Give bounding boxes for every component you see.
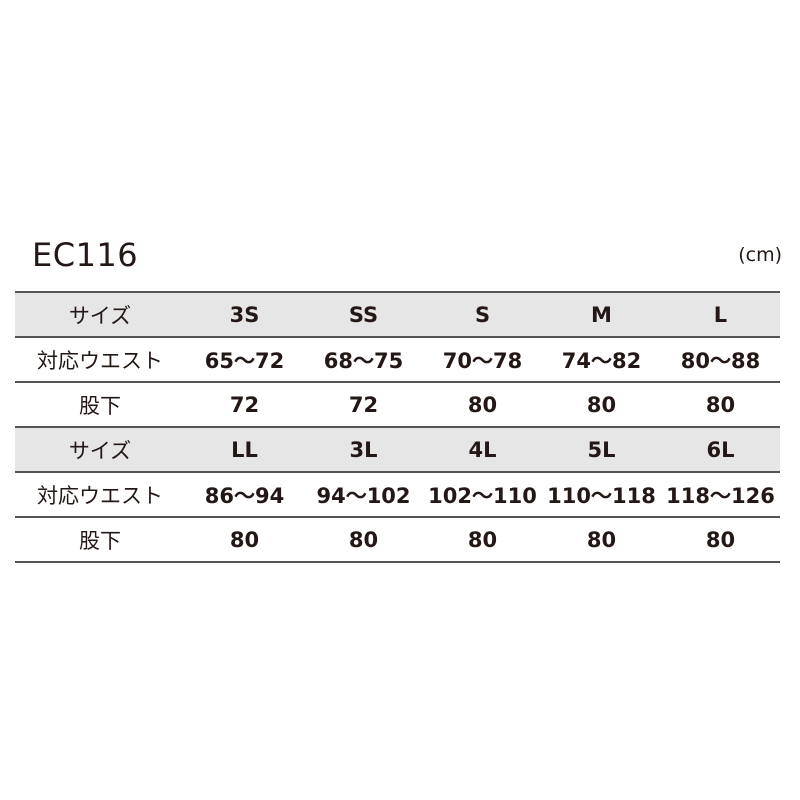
waist-row-cell: 80〜88	[661, 337, 780, 383]
size-row-cell: 5L	[542, 427, 661, 473]
waist-row-cell: 68〜75	[304, 337, 423, 383]
product-code-title: EC116	[32, 236, 139, 274]
waist-row-cell: 110〜118	[542, 472, 661, 518]
size-row-label: サイズ	[15, 427, 185, 473]
waist-row-cell: 94〜102	[304, 472, 423, 518]
inseam-row-cell: 80	[304, 517, 423, 563]
size-row-cell: S	[423, 291, 542, 338]
size-row-label: サイズ	[15, 291, 185, 338]
waist-row-cell: 65〜72	[185, 337, 304, 383]
unit-label: (cm)	[738, 244, 782, 266]
size-row-cell: 4L	[423, 427, 542, 473]
inseam-row-cell: 80	[185, 517, 304, 563]
size-row: サイズ LL 3L 4L 5L 6L	[15, 427, 780, 473]
waist-row-cell: 102〜110	[423, 472, 542, 518]
inseam-row-cell: 80	[661, 382, 780, 428]
inseam-row-cell: 72	[304, 382, 423, 428]
size-row-cell: L	[661, 291, 780, 338]
size-row-cell: 6L	[661, 427, 780, 473]
size-row: サイズ 3S SS S M L	[15, 291, 780, 338]
waist-row-cell: 86〜94	[185, 472, 304, 518]
waist-row-label: 対応ウエスト	[15, 472, 185, 518]
size-chart-table: サイズ 3S SS S M L 対応ウエスト 65〜72 68〜75 70〜78 74〜82 80〜8…	[15, 291, 780, 563]
size-row-cell: M	[542, 291, 661, 338]
waist-row: 対応ウエスト 65〜72 68〜75 70〜78 74〜82 80〜88	[15, 337, 780, 383]
inseam-row: 股下 72 72 80 80 80	[15, 382, 780, 428]
inseam-row-cell: 80	[423, 517, 542, 563]
waist-row-cell: 74〜82	[542, 337, 661, 383]
inseam-row: 股下 80 80 80 80 80	[15, 517, 780, 563]
inseam-row-cell: 80	[542, 517, 661, 563]
waist-row-label: 対応ウエスト	[15, 337, 185, 383]
size-row-cell: 3S	[185, 291, 304, 338]
inseam-row-label: 股下	[15, 382, 185, 428]
inseam-row-label: 股下	[15, 517, 185, 563]
inseam-row-cell: 80	[423, 382, 542, 428]
size-row-cell: LL	[185, 427, 304, 473]
waist-row-cell: 70〜78	[423, 337, 542, 383]
inseam-row-cell: 72	[185, 382, 304, 428]
inseam-row-cell: 80	[542, 382, 661, 428]
inseam-row-cell: 80	[661, 517, 780, 563]
size-row-cell: SS	[304, 291, 423, 338]
size-row-cell: 3L	[304, 427, 423, 473]
waist-row: 対応ウエスト 86〜94 94〜102 102〜110 110〜118 118〜126	[15, 472, 780, 518]
waist-row-cell: 118〜126	[661, 472, 780, 518]
